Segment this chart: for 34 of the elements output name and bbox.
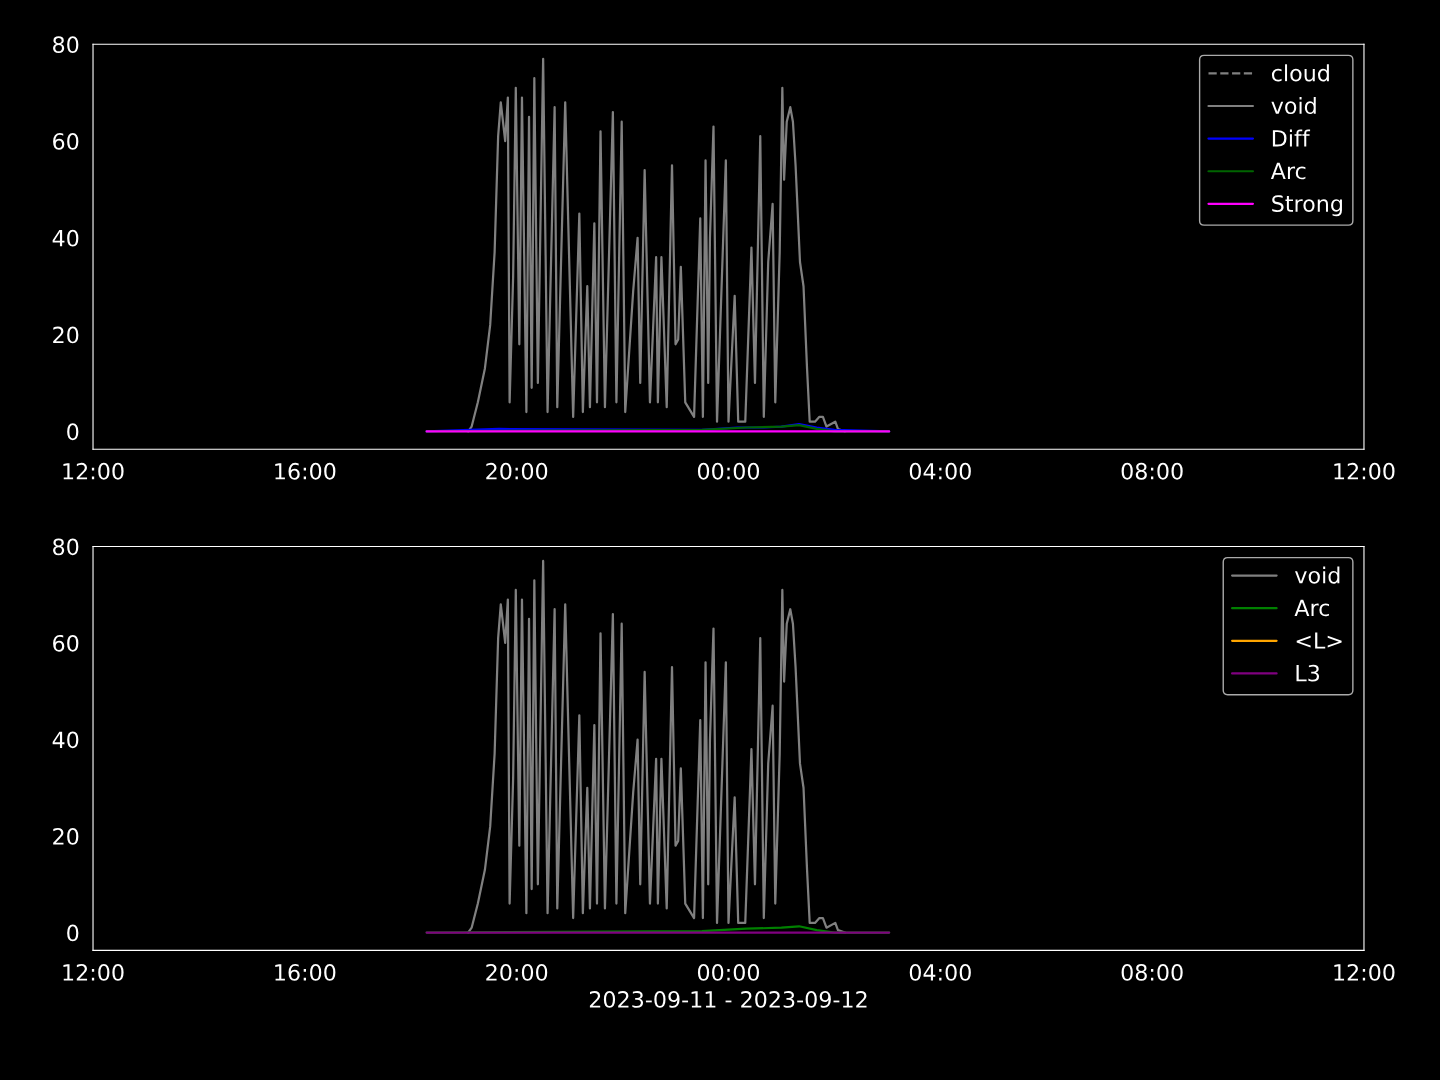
- x-tick-label: 00:00: [697, 963, 760, 981]
- x-tick-label: 08:00: [1121, 462, 1183, 480]
- y-tick-label: 20: [53, 326, 79, 344]
- x-tick-label: 12:00: [63, 963, 124, 981]
- y-tick-label: 80: [53, 538, 79, 556]
- y-tick-label: 80: [53, 36, 79, 54]
- x-tick-label: 16:00: [275, 462, 336, 480]
- y-tick-label: 0: [67, 924, 79, 942]
- legend-label: void: [1295, 566, 1340, 584]
- legend-label: Arc: [1270, 162, 1306, 180]
- x-tick-label: 12:00: [1334, 462, 1395, 480]
- legend-label: Strong: [1272, 195, 1342, 217]
- y-tick-label: 40: [52, 731, 79, 749]
- x-axis-title: 2023-09-11 - 2023-09-12: [589, 991, 867, 1008]
- y-tick-label: 20: [53, 827, 79, 845]
- y-tick-label: 40: [52, 229, 79, 247]
- legend-label: Diff: [1272, 129, 1311, 147]
- x-tick-label: 08:00: [1121, 963, 1183, 981]
- legend-label: void: [1271, 96, 1316, 115]
- x-tick-label: 16:00: [275, 963, 336, 981]
- x-tick-label: 12:00: [1334, 963, 1395, 981]
- x-tick-label: 12:00: [63, 462, 124, 480]
- legend-label: cloud: [1271, 64, 1329, 82]
- x-tick-label: 20:00: [486, 963, 548, 981]
- legend-label: <L>: [1296, 632, 1342, 649]
- x-tick-label: 04:00: [909, 963, 971, 981]
- x-tick-label: 00:00: [697, 462, 760, 480]
- x-tick-label: 04:00: [909, 462, 971, 480]
- y-tick-label: 0: [67, 423, 79, 441]
- legend-label: L3: [1296, 664, 1320, 682]
- x-tick-label: 20:00: [486, 462, 548, 480]
- y-tick-label: 60: [53, 133, 79, 150]
- y-tick-label: 60: [53, 634, 79, 652]
- legend-label: Arc: [1294, 599, 1330, 617]
